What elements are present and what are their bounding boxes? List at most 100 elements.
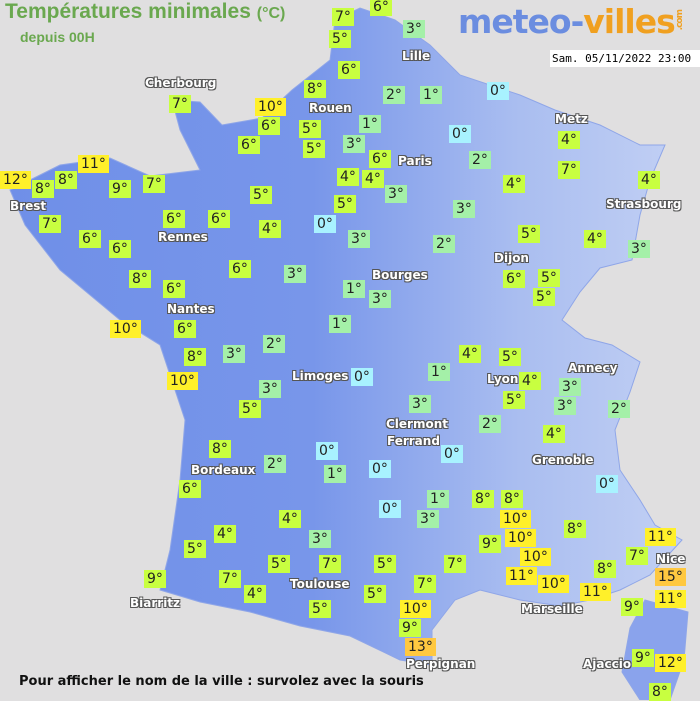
temperature-badge[interactable]: 3° — [348, 230, 370, 248]
temperature-badge[interactable]: 2° — [469, 151, 491, 169]
temperature-badge[interactable]: 15° — [655, 568, 686, 586]
temperature-badge[interactable]: 1° — [427, 490, 449, 508]
temperature-badge[interactable]: 7° — [169, 95, 191, 113]
temperature-badge[interactable]: 2° — [264, 455, 286, 473]
temperature-badge[interactable]: 10° — [400, 600, 431, 618]
temperature-badge[interactable]: 6° — [229, 260, 251, 278]
temperature-badge[interactable]: 9° — [621, 598, 643, 616]
temperature-badge[interactable]: 9° — [399, 619, 421, 637]
temperature-badge[interactable]: 3° — [284, 265, 306, 283]
temperature-badge[interactable]: 4° — [503, 175, 525, 193]
temperature-badge[interactable]: 12° — [0, 171, 31, 189]
temperature-badge[interactable]: 7° — [626, 547, 648, 565]
temperature-badge[interactable]: 3° — [309, 530, 331, 548]
temperature-badge[interactable]: 9° — [632, 649, 654, 667]
temperature-badge[interactable]: 7° — [319, 555, 341, 573]
temperature-badge[interactable]: 10° — [505, 529, 536, 547]
temperature-badge[interactable]: 4° — [337, 168, 359, 186]
temperature-badge[interactable]: 3° — [554, 397, 576, 415]
temperature-badge[interactable]: 5° — [364, 585, 386, 603]
temperature-badge[interactable]: 10° — [500, 510, 531, 528]
temperature-badge[interactable]: 3° — [403, 20, 425, 38]
temperature-badge[interactable]: 8° — [209, 440, 231, 458]
temperature-badge[interactable]: 8° — [564, 520, 586, 538]
temperature-badge[interactable]: 2° — [383, 86, 405, 104]
temperature-badge[interactable]: 7° — [558, 161, 580, 179]
temperature-badge[interactable]: 7° — [414, 575, 436, 593]
temperature-badge[interactable]: 5° — [303, 140, 325, 158]
temperature-badge[interactable]: 4° — [519, 372, 541, 390]
temperature-badge[interactable]: 3° — [453, 200, 475, 218]
temperature-badge[interactable]: 0° — [596, 475, 618, 493]
temperature-badge[interactable]: 5° — [250, 186, 272, 204]
temperature-badge[interactable]: 8° — [55, 171, 77, 189]
temperature-badge[interactable]: 3° — [259, 380, 281, 398]
temperature-badge[interactable]: 3° — [369, 290, 391, 308]
temperature-badge[interactable]: 6° — [174, 320, 196, 338]
temperature-badge[interactable]: 8° — [472, 490, 494, 508]
temperature-badge[interactable]: 5° — [518, 225, 540, 243]
temperature-badge[interactable]: 5° — [239, 400, 261, 418]
temperature-badge[interactable]: 8° — [649, 683, 671, 701]
temperature-badge[interactable]: 10° — [520, 548, 551, 566]
temperature-badge[interactable]: 3° — [385, 185, 407, 203]
temperature-badge[interactable]: 4° — [362, 170, 384, 188]
temperature-badge[interactable]: 11° — [506, 567, 537, 585]
temperature-badge[interactable]: 2° — [608, 400, 630, 418]
temperature-badge[interactable]: 2° — [479, 415, 501, 433]
temperature-badge[interactable]: 1° — [329, 315, 351, 333]
temperature-badge[interactable]: 5° — [374, 555, 396, 573]
temperature-badge[interactable]: 5° — [499, 348, 521, 366]
temperature-badge[interactable]: 7° — [39, 215, 61, 233]
temperature-badge[interactable]: 6° — [163, 210, 185, 228]
temperature-badge[interactable]: 10° — [255, 98, 286, 116]
temperature-badge[interactable]: 5° — [309, 600, 331, 618]
temperature-badge[interactable]: 6° — [208, 210, 230, 228]
temperature-badge[interactable]: 5° — [329, 30, 351, 48]
temperature-badge[interactable]: 6° — [370, 0, 392, 16]
temperature-badge[interactable]: 6° — [109, 240, 131, 258]
temperature-badge[interactable]: 6° — [163, 280, 185, 298]
temperature-badge[interactable]: 13° — [405, 638, 436, 656]
temperature-badge[interactable]: 10° — [167, 372, 198, 390]
temperature-badge[interactable]: 7° — [143, 175, 165, 193]
temperature-badge[interactable]: 9° — [479, 535, 501, 553]
temperature-badge[interactable]: 10° — [110, 320, 141, 338]
temperature-badge[interactable]: 8° — [594, 560, 616, 578]
temperature-badge[interactable]: 6° — [238, 136, 260, 154]
temperature-badge[interactable]: 4° — [584, 230, 606, 248]
temperature-badge[interactable]: 0° — [316, 442, 338, 460]
temperature-badge[interactable]: 0° — [379, 500, 401, 518]
temperature-badge[interactable]: 4° — [214, 525, 236, 543]
temperature-badge[interactable]: 4° — [279, 510, 301, 528]
temperature-badge[interactable]: 6° — [338, 61, 360, 79]
temperature-badge[interactable]: 8° — [501, 490, 523, 508]
temperature-badge[interactable]: 6° — [369, 150, 391, 168]
temperature-badge[interactable]: 11° — [645, 528, 676, 546]
temperature-badge[interactable]: 0° — [449, 125, 471, 143]
temperature-badge[interactable]: 5° — [334, 195, 356, 213]
temperature-badge[interactable]: 6° — [503, 270, 525, 288]
temperature-badge[interactable]: 5° — [268, 555, 290, 573]
temperature-badge[interactable]: 11° — [78, 155, 109, 173]
logo[interactable]: meteo-villes.com — [458, 2, 685, 41]
temperature-badge[interactable]: 4° — [259, 220, 281, 238]
temperature-badge[interactable]: 6° — [258, 117, 280, 135]
temperature-badge[interactable]: 9° — [109, 180, 131, 198]
temperature-badge[interactable]: 5° — [533, 288, 555, 306]
temperature-badge[interactable]: 6° — [79, 230, 101, 248]
temperature-badge[interactable]: 4° — [459, 345, 481, 363]
temperature-badge[interactable]: 3° — [223, 345, 245, 363]
temperature-badge[interactable]: 7° — [332, 8, 354, 26]
temperature-badge[interactable]: 3° — [628, 240, 650, 258]
temperature-badge[interactable]: 2° — [263, 335, 285, 353]
temperature-badge[interactable]: 1° — [420, 86, 442, 104]
temperature-badge[interactable]: 8° — [184, 348, 206, 366]
temperature-badge[interactable]: 5° — [299, 120, 321, 138]
temperature-badge[interactable]: 6° — [179, 480, 201, 498]
temperature-badge[interactable]: 7° — [219, 570, 241, 588]
temperature-badge[interactable]: 4° — [638, 171, 660, 189]
temperature-badge[interactable]: 3° — [409, 395, 431, 413]
temperature-badge[interactable]: 9° — [144, 570, 166, 588]
temperature-badge[interactable]: 8° — [304, 80, 326, 98]
